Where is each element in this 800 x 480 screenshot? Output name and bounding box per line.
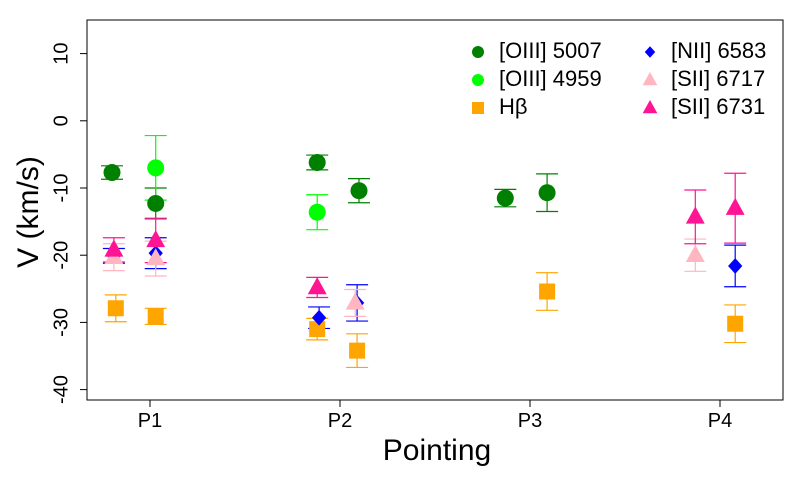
x-axis: P1 P2 P3 P4 [138,400,732,432]
y-axis: 10 0 -10 -20 -30 -40 [50,42,87,404]
legend-marker [472,74,484,86]
y-tick-label: 0 [50,115,72,126]
data-point [538,184,556,202]
data-point [308,153,326,171]
data-point [727,315,744,332]
legend-label: [OIII] 4959 [499,66,602,91]
legend-label: [SII] 6717 [671,66,765,91]
data-point [349,342,366,359]
x-axis-title: Pointing [383,434,491,467]
x-tick-label: P4 [708,410,732,432]
plot-frame [86,19,784,401]
data-point [146,248,166,266]
data-point [496,189,514,207]
data-point [307,277,327,295]
data-markers [103,153,745,359]
legend-marker [644,46,656,58]
data-point [146,230,166,248]
legend-marker [642,71,658,86]
data-point [685,206,705,224]
legend-label: [SII] 6731 [671,94,765,119]
legend-label: [OIII] 5007 [499,38,602,63]
legend-label: Hβ [499,94,528,119]
data-point [147,194,165,212]
y-tick-label: -10 [50,174,72,203]
data-point [685,244,705,262]
x-tick-label: P1 [138,410,162,432]
y-tick-label: -40 [50,375,72,404]
legend: [OIII] 5007 [OIII] 4959 Hβ [NII] 6583 [SII] … [472,38,766,119]
data-point [147,159,165,177]
x-tick-label: P3 [518,410,542,432]
legend-marker [642,99,658,114]
legend-marker [472,46,484,58]
data-point [147,308,164,325]
data-point [311,309,327,326]
data-point [345,292,365,310]
data-point [350,182,368,200]
y-axis-title: V (km/s) [12,156,45,268]
legend-item: [OIII] 5007 [472,38,602,63]
y-tick-label: -30 [50,308,72,337]
data-point [103,164,121,182]
legend-item: [OIII] 4959 [472,66,602,91]
data-point [104,239,124,257]
data-point [309,321,326,338]
x-tick-label: P2 [328,410,352,432]
data-point [308,203,326,221]
data-point [728,258,743,274]
legend-item: [SII] 6717 [642,66,765,91]
data-point [107,300,124,317]
y-tick-label: -20 [50,241,72,270]
y-tick-label: 10 [50,42,72,64]
legend-item: [SII] 6731 [642,94,765,119]
legend-item: Hβ [472,94,528,119]
data-point [725,197,745,215]
legend-marker [472,102,484,114]
legend-label: [NII] 6583 [671,38,766,63]
data-point [539,283,556,300]
legend-item: [NII] 6583 [644,38,766,63]
